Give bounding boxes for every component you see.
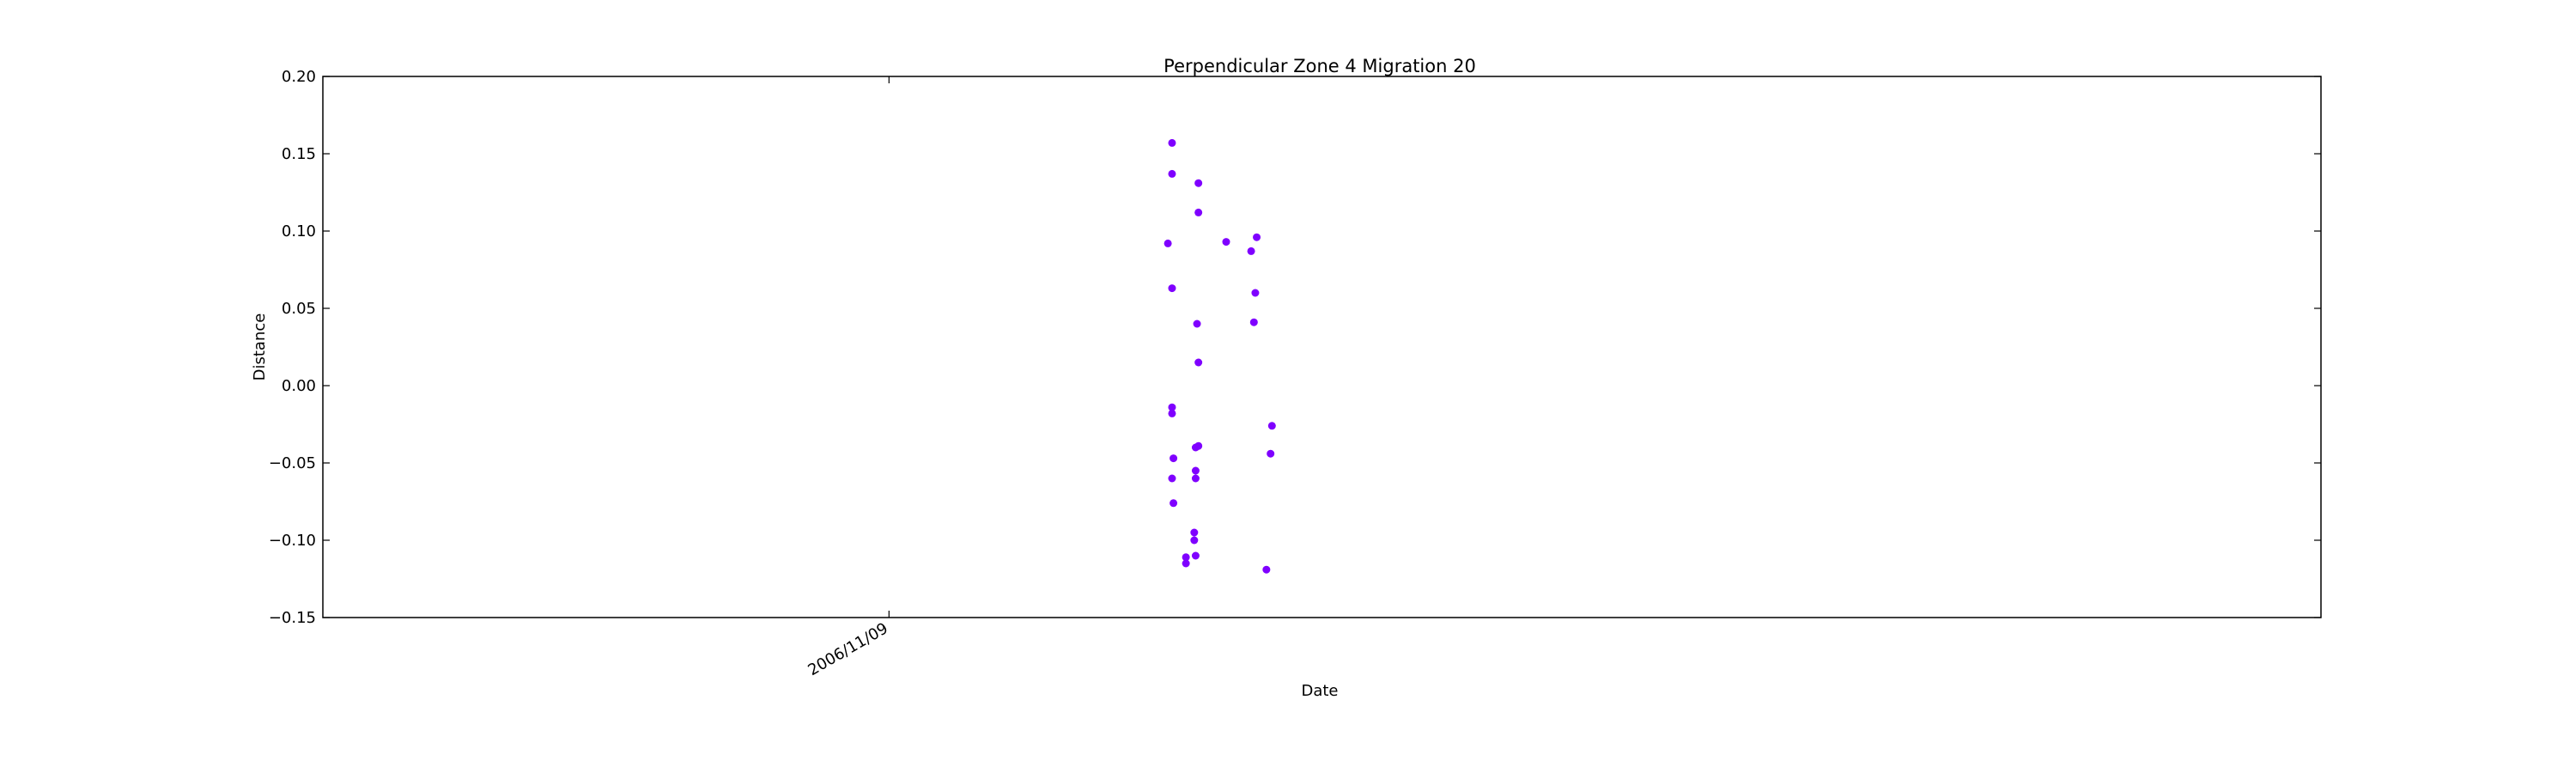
data-point: [1168, 138, 1176, 147]
y-tick-label: −0.15: [269, 609, 316, 627]
data-point: [1262, 565, 1271, 574]
data-point: [1194, 208, 1203, 216]
data-point: [1267, 422, 1276, 430]
data-point: [1190, 528, 1199, 537]
y-tick-label: 0.10: [282, 222, 316, 240]
data-point: [1168, 403, 1176, 411]
data-point: [1247, 247, 1255, 255]
data-point: [1191, 466, 1200, 475]
data-point: [1170, 454, 1178, 463]
data-point: [1191, 551, 1200, 560]
y-tick-label: 0.20: [282, 68, 316, 86]
y-tick-label: 0.00: [282, 377, 316, 395]
data-point: [1190, 536, 1199, 545]
data-point: [1193, 320, 1201, 328]
data-point: [1253, 233, 1261, 241]
data-point: [1249, 318, 1258, 326]
y-tick-label: −0.10: [269, 532, 316, 550]
chart-title: Perpendicular Zone 4 Migration 20: [1163, 56, 1476, 76]
data-point: [1163, 239, 1172, 247]
data-point: [1168, 284, 1176, 293]
x-tick-label: 2006/11/09: [805, 619, 890, 679]
data-point: [1191, 474, 1200, 483]
plot-frame: [322, 76, 2322, 618]
data-point: [1170, 499, 1178, 508]
data-point: [1182, 559, 1190, 568]
data-point: [1222, 238, 1230, 247]
data-point: [1168, 169, 1176, 178]
data-point: [1168, 409, 1176, 417]
data-point: [1267, 449, 1275, 458]
x-axis: 2006/11/09: [805, 76, 891, 679]
y-tick-label: 0.15: [282, 145, 316, 163]
data-point: [1194, 358, 1203, 367]
data-point: [1251, 289, 1260, 297]
y-axis: −0.15 −0.10 −0.05 0.00 0.05 0.10 0.15 0.20: [269, 68, 2321, 627]
data-points: [1163, 138, 1276, 574]
y-tick-label: 0.05: [282, 300, 316, 318]
data-point: [1194, 441, 1203, 450]
y-tick-label: −0.05: [269, 454, 316, 472]
data-point: [1194, 179, 1203, 187]
y-axis-label: Distance: [251, 313, 269, 381]
x-axis-label: Date: [1301, 682, 1338, 700]
data-point: [1168, 474, 1176, 483]
data-point: [1182, 553, 1190, 562]
